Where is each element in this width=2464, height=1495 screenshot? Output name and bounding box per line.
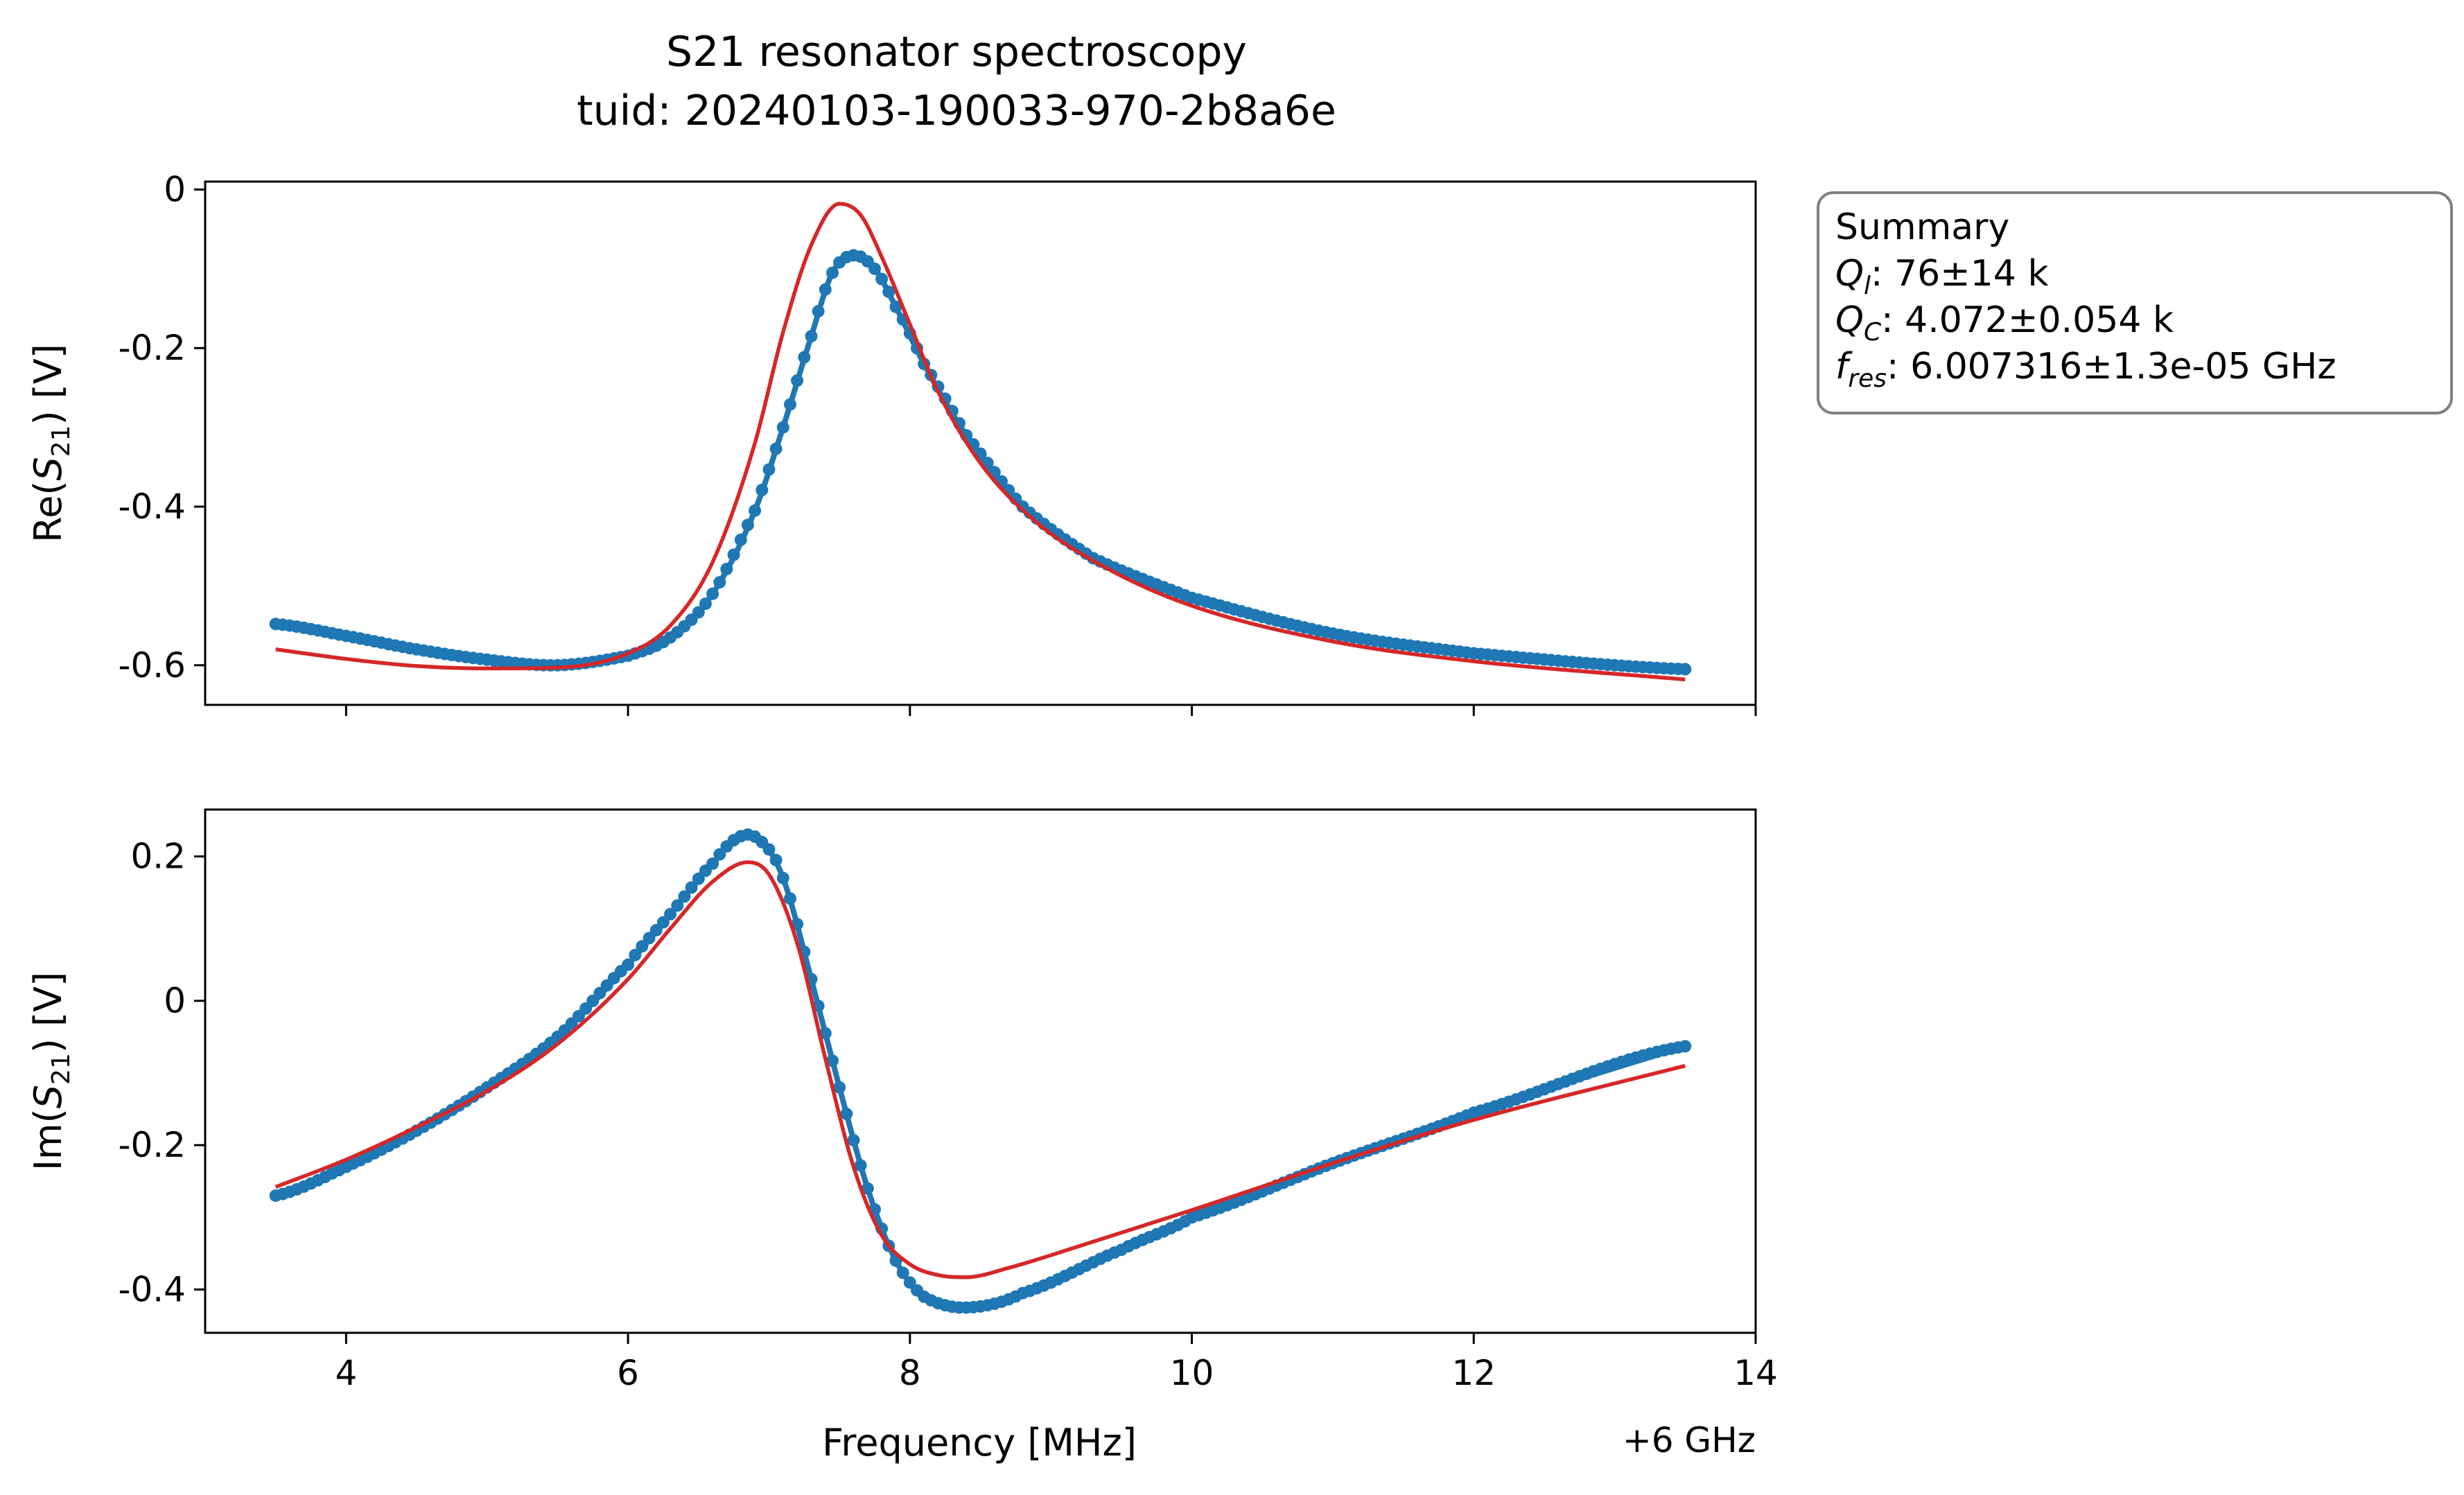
data-point	[706, 857, 719, 871]
data-point	[819, 1026, 832, 1040]
data-point	[791, 374, 804, 387]
data-point	[692, 606, 705, 619]
data-point	[826, 1054, 839, 1067]
data-point	[784, 398, 796, 411]
data-point	[784, 892, 796, 905]
summary-box: Summary Ql: 76±14 k QC: 4.072±0.054 k fr…	[1817, 191, 2453, 414]
summary-resonance-frequency: fres: 6.007316±1.3e-05 GHz	[1835, 346, 2336, 393]
data-point	[847, 1134, 860, 1147]
x-axis-label: Frequency [MHz]	[822, 1421, 1137, 1465]
data-point	[741, 518, 754, 532]
data-point	[769, 442, 783, 455]
y-tick-label: 0.2	[130, 837, 186, 877]
x-tick-label: 14	[1733, 1353, 1778, 1393]
fit-curve	[275, 202, 1686, 682]
data-point	[713, 576, 726, 589]
data-point	[868, 262, 881, 275]
data-point	[622, 958, 635, 971]
y-tick-label: -0.2	[118, 1125, 186, 1165]
y-tick-label: -0.6	[118, 645, 186, 685]
x-tick-label: 4	[335, 1353, 357, 1393]
data-point	[749, 504, 762, 517]
data-point	[685, 881, 698, 894]
data-point	[671, 899, 684, 912]
x-offset-label: +6 GHz	[1623, 1420, 1756, 1460]
measured-data-series	[269, 828, 1692, 1314]
fit-curve	[274, 860, 1686, 1279]
data-point	[854, 1159, 867, 1172]
data-point	[734, 533, 747, 546]
imag-part-panel: 4 6 8 10 12 14 0.2 0 -0.2 -0.4 Im(S21) [V]	[26, 808, 1778, 1393]
x-tick-label: 12	[1451, 1353, 1496, 1393]
y-tick-label: -0.4	[118, 487, 186, 527]
data-point	[762, 463, 776, 476]
data-point	[699, 597, 712, 611]
real-part-panel: 0 -0.2 -0.4 -0.6 Re(S21) [V]	[26, 169, 1757, 716]
data-point	[727, 548, 740, 561]
summary-box-frame	[1817, 191, 2453, 414]
data-point	[664, 908, 677, 920]
data-point	[1679, 663, 1692, 676]
data-point	[762, 843, 776, 856]
chart-subtitle: tuid: 20240103-190033-970-2b8a6e	[577, 87, 1336, 135]
measured-data-series	[269, 249, 1692, 676]
y-axis-label: Im(S21) [V]	[26, 972, 76, 1171]
data-point	[769, 854, 783, 866]
data-point	[882, 286, 895, 299]
summary-heading: Summary	[1835, 207, 2009, 248]
data-point	[656, 916, 670, 929]
x-tick-label: 8	[899, 1353, 921, 1393]
x-tick-label: 6	[617, 1353, 639, 1393]
data-point	[805, 330, 818, 343]
data-point	[875, 272, 889, 286]
plot-area	[205, 810, 1756, 1333]
data-point	[629, 948, 642, 961]
data-point	[889, 300, 902, 313]
chart-title: S21 resonator spectroscopy	[666, 28, 1247, 76]
data-point	[720, 563, 733, 575]
series-layer	[269, 828, 1692, 1314]
summary-quality-coupling: QC: 4.072±0.054 k	[1835, 299, 2174, 347]
data-point	[678, 890, 691, 903]
axes-frame	[204, 808, 1757, 1334]
data-point	[706, 587, 719, 600]
data-point	[826, 266, 839, 279]
y-tick-label: 0	[164, 169, 186, 209]
data-point	[812, 305, 825, 318]
y-tick-label: -0.2	[118, 328, 186, 368]
data-point	[776, 871, 789, 884]
data-point	[861, 1182, 874, 1195]
plot-area	[205, 182, 1756, 705]
series-layer	[269, 202, 1692, 682]
data-point	[636, 940, 649, 953]
y-axis-label: Re(S21) [V]	[26, 344, 76, 543]
data-point	[798, 351, 811, 364]
summary-quality-loaded: Ql: 76±14 k	[1835, 253, 2049, 300]
data-point	[833, 1081, 846, 1094]
data-point	[1679, 1040, 1692, 1053]
data-point	[896, 1266, 909, 1279]
data-point	[755, 484, 769, 496]
data-point	[819, 283, 832, 296]
data-point	[776, 421, 789, 434]
x-tick-label: 10	[1170, 1353, 1214, 1393]
data-point	[692, 872, 705, 885]
y-tick-label: 0	[164, 981, 186, 1021]
y-tick-label: -0.4	[118, 1270, 186, 1310]
data-point	[840, 1108, 853, 1121]
axes-frame	[204, 180, 1757, 706]
